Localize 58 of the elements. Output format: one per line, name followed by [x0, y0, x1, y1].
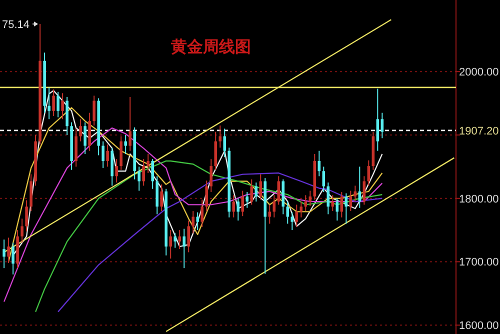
candlestick [124, 134, 127, 155]
y-tick-label: 1700.00 [459, 256, 499, 269]
candlestick [205, 180, 208, 212]
candlestick [187, 220, 190, 253]
candlestick [2, 239, 6, 269]
candlestick [286, 201, 290, 224]
candlestick [115, 158, 118, 184]
text: 黄金周线图 [170, 38, 251, 56]
candlestick [376, 88, 380, 152]
candlestick [196, 212, 200, 231]
candlestick [160, 184, 163, 212]
candlestick [169, 230, 172, 260]
candlestick [241, 190, 244, 217]
candlestick [367, 160, 370, 186]
candlestick [210, 158, 213, 193]
candlestick [20, 218, 24, 244]
candlestick [142, 158, 145, 186]
candlestick [7, 237, 10, 264]
candlestick [138, 166, 140, 192]
candlestick [236, 198, 240, 222]
y-tick-label: 1600.00 [459, 320, 499, 332]
candlestick [178, 230, 182, 250]
candlestick [146, 154, 150, 174]
candlestick [254, 182, 258, 202]
candlestick [200, 199, 204, 228]
candlestick [277, 176, 280, 206]
candlestick [52, 88, 55, 116]
candlestick [268, 204, 272, 224]
candlestick [102, 140, 104, 168]
candlestick [218, 124, 222, 148]
candlestick [295, 204, 298, 228]
candlestick [182, 228, 186, 269]
candlestick [61, 92, 64, 120]
candlestick [259, 174, 262, 200]
annotation: 75.14 [2, 18, 30, 31]
candlestick [84, 122, 86, 155]
candlestick [174, 232, 177, 248]
y-tick-label: 1800.00 [459, 193, 499, 206]
candlestick [380, 112, 384, 139]
candlestick [25, 200, 28, 232]
candlestick [56, 91, 60, 118]
candlestick [151, 158, 154, 190]
candlestick [12, 242, 14, 275]
candlestick [92, 95, 96, 126]
candlestick [106, 144, 109, 168]
candlestick [322, 166, 326, 193]
candlestick [246, 192, 249, 208]
candlestick [232, 194, 236, 218]
candlestick [192, 210, 195, 234]
candlestick [128, 96, 132, 152]
line-series [3, 127, 383, 302]
candlestick [223, 128, 226, 158]
ref-line-label: 1907.20 [459, 125, 499, 138]
y-tick-label: 2000.00 [459, 66, 499, 79]
candlestick [79, 118, 82, 142]
candlestick [250, 178, 254, 206]
candlestick [48, 86, 50, 120]
candlestick [272, 194, 276, 218]
